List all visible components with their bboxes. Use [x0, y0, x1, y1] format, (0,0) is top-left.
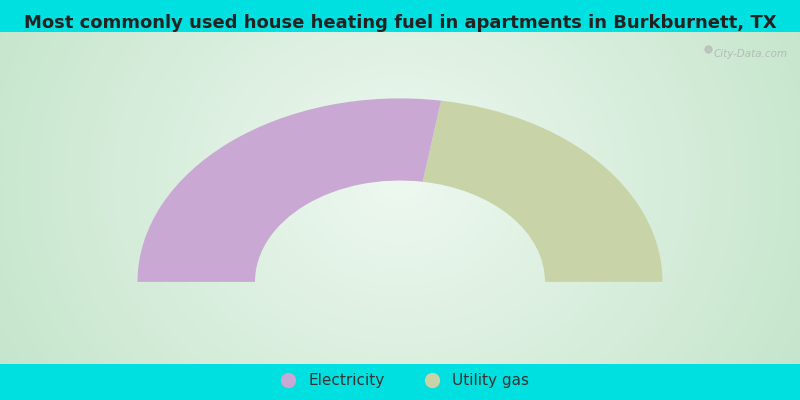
Text: Utility gas: Utility gas	[452, 372, 529, 388]
Wedge shape	[422, 101, 662, 282]
Wedge shape	[138, 98, 441, 282]
Text: Most commonly used house heating fuel in apartments in Burkburnett, TX: Most commonly used house heating fuel in…	[24, 14, 776, 32]
Text: Electricity: Electricity	[308, 372, 384, 388]
Text: City-Data.com: City-Data.com	[714, 50, 787, 60]
